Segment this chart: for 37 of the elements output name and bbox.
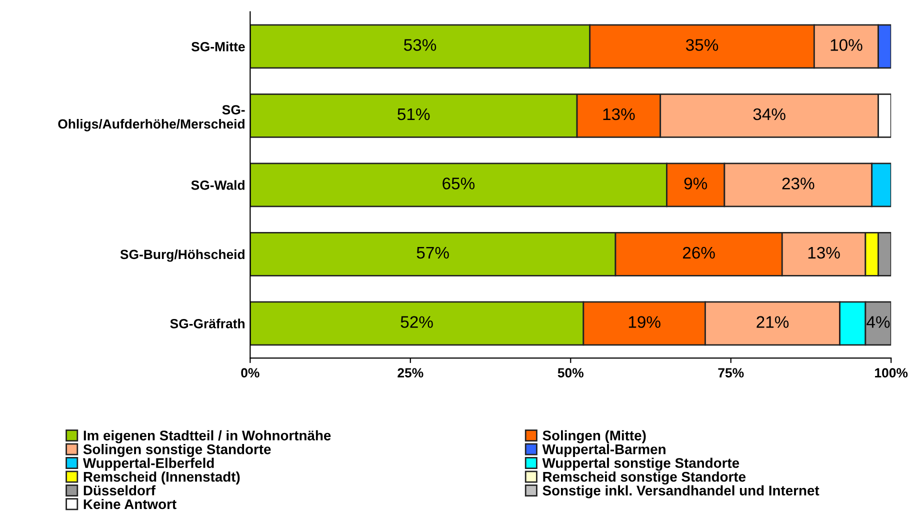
data-label: 53% (404, 39, 436, 51)
y-tick-label: SG-Gräfrath (170, 318, 244, 328)
data-label: 26% (682, 246, 715, 259)
legend-label: Im eigenen Stadtteil / in Wohnortnähe (84, 430, 331, 444)
y-tick-label: SG- Ohligs/Aufderhöhe/Merscheid (58, 105, 245, 132)
data-label: 4% (866, 316, 890, 328)
data-label: 13% (808, 246, 840, 259)
legend-label: Solingen sonstige Standorte (83, 444, 271, 458)
legend-label: Wuppertal-Elberfeld (82, 458, 214, 471)
x-tick-label: 0% (241, 368, 260, 378)
data-label: 35% (686, 39, 718, 51)
legend-label: Keine Antwort (84, 498, 176, 510)
data-label: 51% (398, 108, 430, 120)
data-label: 52% (400, 316, 433, 328)
y-tick-label: SG-Burg/Höhscheid (120, 249, 244, 262)
legend-label: Solingen (Mitte) (542, 430, 646, 444)
legend-label: Wuppertal-Barmen (542, 444, 666, 457)
data-label: 21% (756, 316, 789, 328)
data-label: 65% (442, 178, 475, 190)
legend-label: Düsseldorf (84, 485, 156, 496)
x-tick-label: 75% (718, 368, 744, 378)
data-label: 34% (753, 108, 786, 120)
x-tick-label: 100% (875, 368, 908, 378)
legend-label: Remscheid (Innenstadt) (84, 472, 240, 484)
data-label: 13% (603, 108, 635, 120)
y-tick-label: SG-Mitte (191, 42, 245, 52)
legend-label: Wuppertal sonstige Standorte (542, 458, 740, 471)
data-label: 23% (782, 178, 814, 190)
y-tick-label: SG-Wald (191, 180, 244, 190)
data-label: 10% (830, 39, 862, 51)
legend-label: Sonstige inkl. Versandhandel und Internet (542, 485, 820, 498)
legend-label: Remscheid sonstige Standorte (543, 472, 746, 485)
data-label: 9% (684, 178, 708, 190)
data-label: 19% (628, 316, 660, 328)
x-tick-label: 50% (558, 368, 584, 378)
data-label: 57% (416, 246, 449, 259)
x-tick-label: 25% (398, 368, 424, 378)
